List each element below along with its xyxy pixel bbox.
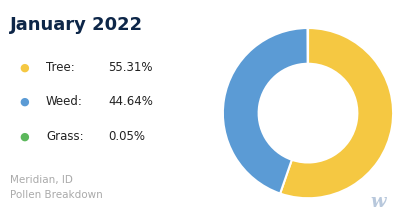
Wedge shape (280, 28, 393, 198)
Text: ●: ● (19, 132, 29, 142)
Wedge shape (223, 28, 308, 194)
Text: w: w (370, 193, 386, 211)
Text: 44.64%: 44.64% (108, 95, 153, 108)
Text: Weed:: Weed: (46, 95, 83, 108)
Text: Grass:: Grass: (46, 130, 84, 143)
Text: Meridian, ID
Pollen Breakdown: Meridian, ID Pollen Breakdown (10, 175, 103, 200)
Text: 55.31%: 55.31% (108, 61, 152, 74)
Text: ●: ● (19, 97, 29, 107)
Text: Tree:: Tree: (46, 61, 75, 74)
Text: January 2022: January 2022 (10, 16, 143, 34)
Text: ●: ● (19, 62, 29, 72)
Text: 0.05%: 0.05% (108, 130, 145, 143)
